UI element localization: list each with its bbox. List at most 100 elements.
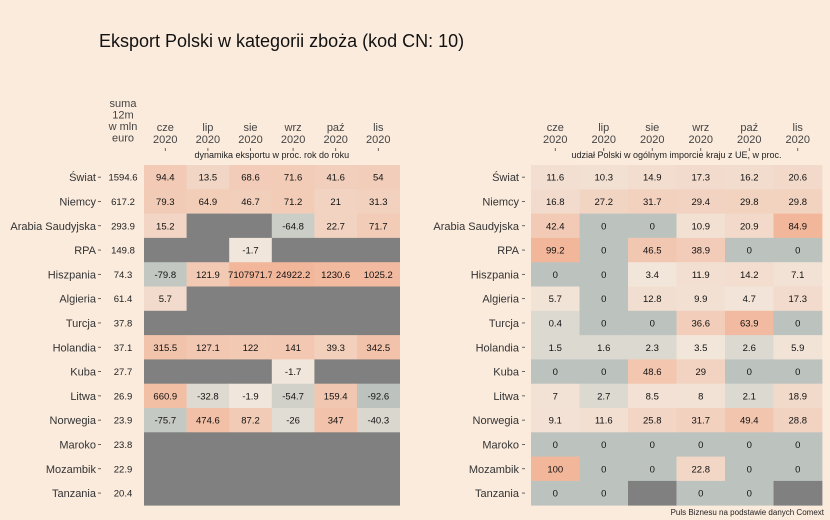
sum-header: euro	[112, 133, 134, 145]
right-country-label: Kuba	[493, 367, 520, 379]
right-cell-value: 0	[553, 270, 558, 281]
right-cell-value: 1.6	[597, 343, 610, 354]
left-cell-value: -54.7	[282, 391, 304, 402]
left-cell	[357, 237, 400, 263]
right-cell-value: 14.9	[643, 173, 662, 184]
right-cell-value: 0	[601, 318, 606, 329]
left-cell	[271, 286, 315, 312]
left-cell	[314, 408, 358, 433]
right-cell	[579, 262, 629, 287]
left-cell	[229, 383, 273, 409]
sum-value: 37.1	[114, 343, 133, 354]
left-month-header: 2020	[323, 134, 347, 146]
right-cell	[531, 408, 580, 433]
left-month-header: sie	[243, 122, 257, 134]
right-cell	[725, 165, 774, 190]
sum-value: 20.4	[114, 489, 133, 500]
left-cell	[229, 262, 273, 287]
left-cell	[271, 480, 315, 506]
right-cell-value: 3.4	[646, 270, 659, 281]
left-cell-value: 13.5	[199, 173, 218, 184]
right-cell	[676, 165, 726, 190]
right-cell-value: 36.6	[692, 318, 711, 329]
right-cell	[676, 310, 726, 336]
right-month-header: 2020	[689, 134, 713, 146]
right-cell-value: 18.9	[789, 391, 808, 402]
left-country-label: Litwa	[70, 391, 97, 403]
right-cell	[531, 480, 580, 506]
sum-value: 27.7	[114, 367, 133, 378]
left-cell-value: 54	[373, 173, 384, 184]
left-cell	[357, 359, 400, 385]
right-cell-value: 8	[698, 391, 703, 402]
right-cell	[725, 262, 774, 287]
right-cell-value: 7.1	[791, 270, 804, 281]
right-cell	[676, 286, 726, 312]
left-cell	[271, 165, 315, 190]
left-country-label: Kuba	[70, 367, 97, 379]
left-cell	[271, 383, 315, 409]
left-cell	[186, 237, 230, 263]
right-cell	[628, 237, 677, 263]
left-cell	[357, 432, 400, 457]
left-cell	[186, 383, 230, 409]
right-country-label: Litwa	[493, 391, 520, 403]
left-cell-value: -26	[286, 416, 300, 427]
right-cell	[579, 408, 629, 433]
left-cell-value: 141	[285, 343, 301, 354]
right-cell	[579, 359, 629, 385]
left-cell-value: 22.7	[326, 221, 345, 232]
right-cell	[773, 456, 823, 482]
right-cell-value: 2.3	[646, 343, 659, 354]
right-cell	[628, 432, 677, 457]
right-cell	[531, 237, 580, 263]
right-cell	[725, 408, 774, 433]
sum-value: 37.8	[114, 318, 133, 329]
left-cell-value: 1230.6	[321, 270, 350, 281]
right-cell-value: 29.8	[789, 197, 808, 208]
right-cell	[628, 310, 677, 336]
left-month-header: wrz	[284, 122, 302, 134]
right-cell-value: 0	[601, 489, 606, 500]
right-cell	[579, 432, 629, 457]
right-cell-value: 0	[601, 440, 606, 451]
left-month-header: cze	[157, 122, 174, 134]
right-cell-value: 0	[601, 221, 606, 232]
left-country-label: Świat	[69, 171, 96, 184]
right-cell-value: 0	[795, 318, 800, 329]
right-cell-value: 0	[747, 489, 752, 500]
right-cell-value: 17.3	[789, 294, 808, 305]
right-cell	[628, 456, 677, 482]
right-month-header: cze	[547, 122, 564, 134]
chart-title: Eksport Polski w kategorii zboża (kod CN…	[99, 31, 465, 51]
left-cell-value: -1.7	[285, 367, 301, 378]
right-cell-value: 42.4	[546, 221, 565, 232]
right-cell	[531, 213, 580, 239]
left-cell	[271, 432, 315, 457]
left-cell	[357, 286, 400, 312]
left-cell-value: 127.1	[196, 343, 220, 354]
left-cell	[186, 408, 230, 433]
left-cell-value: 660.9	[153, 391, 177, 402]
right-cell	[531, 262, 580, 287]
left-country-label: RPA	[74, 245, 96, 257]
right-cell-value: 48.6	[643, 367, 662, 378]
left-cell	[314, 359, 358, 385]
right-cell	[531, 383, 580, 409]
right-cell-value: 0	[795, 464, 800, 475]
right-cell-value: 22.8	[692, 464, 711, 475]
right-cell	[579, 286, 629, 312]
left-cell	[229, 189, 273, 214]
right-cell	[531, 165, 580, 190]
sum-value: 61.4	[114, 294, 133, 305]
right-cell	[773, 165, 823, 190]
left-cell	[186, 456, 230, 482]
left-cell	[271, 456, 315, 482]
left-cell	[314, 189, 358, 214]
left-month-header: 2020	[238, 134, 262, 146]
left-cell-value: 31.3	[369, 197, 388, 208]
left-cell	[357, 408, 400, 433]
right-cell-value: 0	[553, 489, 558, 500]
sum-value: 23.8	[114, 440, 133, 451]
right-cell	[725, 286, 774, 312]
